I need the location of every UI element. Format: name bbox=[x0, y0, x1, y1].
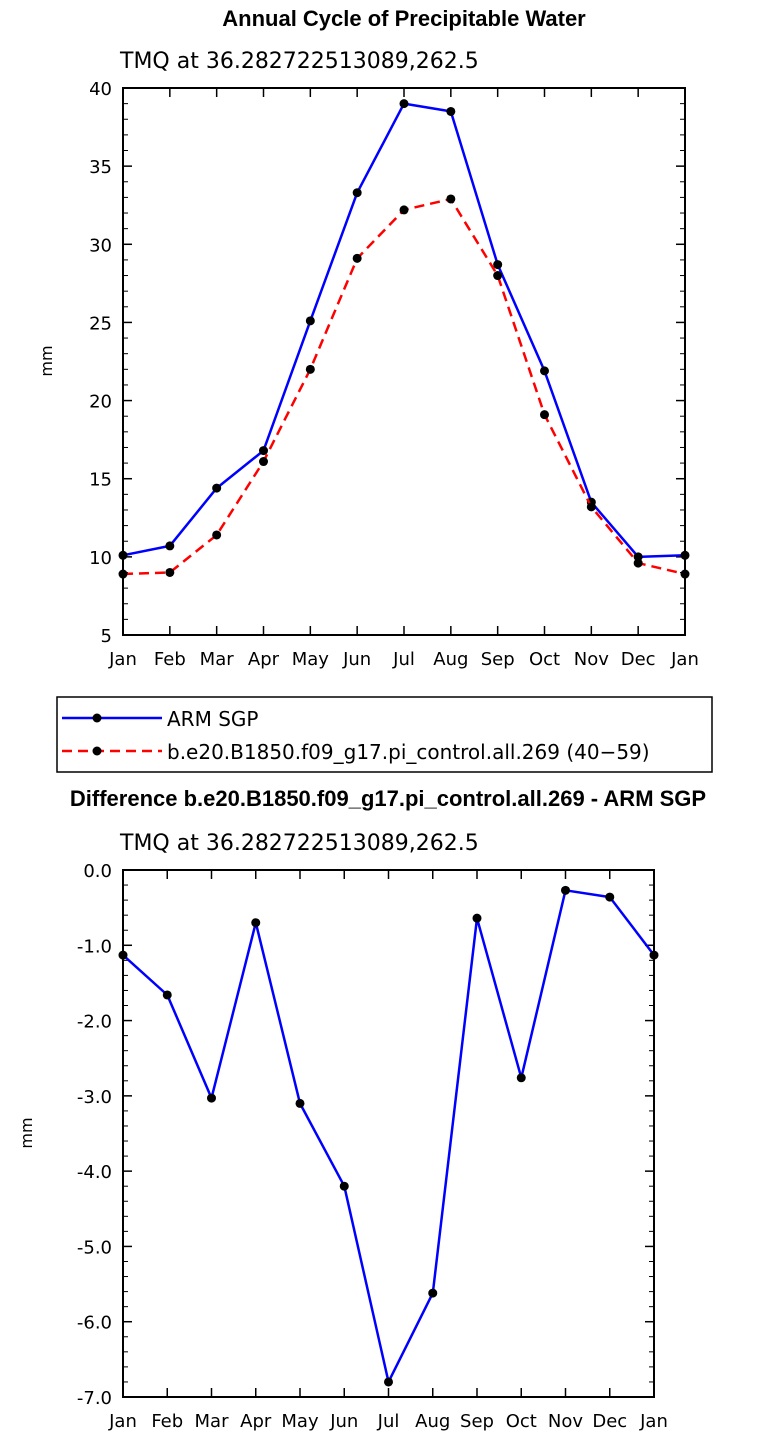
data-point bbox=[446, 194, 456, 204]
x-tick-label: Sep bbox=[481, 649, 515, 670]
data-point bbox=[305, 364, 315, 374]
x-tick-label: Jan bbox=[108, 1411, 137, 1432]
chart1-title: Annual Cycle of Precipitable Water bbox=[222, 6, 586, 31]
data-point bbox=[384, 1377, 393, 1387]
series-line-0 bbox=[122, 102, 686, 559]
y-tick-label: 35 bbox=[89, 157, 112, 178]
x-tick-label: Dec bbox=[592, 1411, 627, 1432]
annual-cycle-chart: Annual Cycle of Precipitable Water TMQ a… bbox=[37, 6, 699, 670]
x-tick-label: Apr bbox=[248, 649, 280, 670]
y-tick-label: -6.0 bbox=[77, 1313, 112, 1334]
x-tick-label: May bbox=[281, 1411, 319, 1432]
data-point bbox=[586, 502, 596, 512]
y-tick-label: -5.0 bbox=[77, 1237, 112, 1258]
x-tick-label: Feb bbox=[154, 649, 186, 670]
x-tick-label: Jan bbox=[670, 649, 699, 670]
y-tick-label: -7.0 bbox=[77, 1388, 112, 1409]
x-tick-label: Dec bbox=[621, 649, 656, 670]
data-point bbox=[212, 530, 222, 540]
x-tick-label: Jan bbox=[639, 1411, 668, 1432]
y-tick-label: 15 bbox=[89, 470, 112, 491]
y-tick-label: 25 bbox=[89, 313, 112, 334]
x-tick-label: Mar bbox=[200, 649, 235, 670]
chart1-legend: ARM SGP b.e20.B1850.f09_g17.pi_control.a… bbox=[56, 696, 713, 773]
y-tick-label: -1.0 bbox=[77, 936, 112, 957]
chart1-plot-frame bbox=[122, 87, 686, 636]
data-point bbox=[259, 446, 268, 456]
legend-box bbox=[56, 696, 713, 773]
x-tick-label: Jun bbox=[329, 1411, 358, 1432]
chart1-subtitle: TMQ at 36.282722513089,262.5 bbox=[119, 49, 479, 74]
y-tick-label: 40 bbox=[89, 79, 112, 100]
series-line-0 bbox=[122, 889, 655, 1384]
legend-model-marker bbox=[92, 746, 102, 756]
chart2-ylabel: mm bbox=[17, 1117, 36, 1148]
data-point bbox=[540, 366, 549, 376]
legend-label-arm: ARM SGP bbox=[167, 707, 258, 731]
chart1-ylabel: mm bbox=[37, 345, 56, 376]
y-tick-label: 10 bbox=[89, 548, 112, 569]
x-tick-label: Nov bbox=[574, 649, 609, 670]
x-tick-label: Aug bbox=[415, 1411, 450, 1432]
data-point bbox=[446, 106, 456, 116]
x-tick-label: Nov bbox=[548, 1411, 583, 1432]
series-line-1 bbox=[122, 197, 686, 576]
legend-label-model: b.e20.B1850.f09_g17.pi_control.all.269 (… bbox=[167, 740, 650, 764]
difference-chart: Difference b.e20.B1850.f09_g17.pi_contro… bbox=[17, 786, 706, 1432]
x-tick-label: May bbox=[292, 649, 330, 670]
data-point bbox=[399, 205, 409, 215]
data-point bbox=[207, 1093, 216, 1103]
data-point bbox=[516, 1073, 526, 1083]
data-point bbox=[633, 552, 643, 562]
data-point bbox=[165, 541, 175, 551]
data-point bbox=[165, 567, 175, 577]
data-point bbox=[352, 188, 362, 198]
data-point bbox=[295, 1098, 305, 1108]
data-point bbox=[339, 1181, 349, 1191]
x-tick-label: Mar bbox=[195, 1411, 230, 1432]
data-point bbox=[605, 892, 615, 902]
data-point bbox=[212, 483, 222, 493]
data-point bbox=[428, 1288, 438, 1298]
x-tick-label: Jul bbox=[377, 1411, 400, 1432]
x-tick-label: Jun bbox=[342, 649, 371, 670]
y-tick-label: 30 bbox=[89, 235, 112, 256]
data-point bbox=[472, 913, 482, 923]
data-point bbox=[493, 260, 503, 270]
data-point bbox=[561, 885, 570, 895]
x-tick-label: Apr bbox=[240, 1411, 272, 1432]
y-tick-label: 20 bbox=[89, 392, 112, 413]
data-point bbox=[352, 253, 362, 263]
legend-arm-marker bbox=[92, 713, 102, 723]
data-point bbox=[493, 271, 503, 281]
x-tick-label: Jan bbox=[108, 649, 137, 670]
data-point bbox=[251, 918, 261, 928]
data-point bbox=[399, 99, 409, 109]
data-point bbox=[259, 457, 268, 467]
x-tick-label: Oct bbox=[529, 649, 560, 670]
data-point bbox=[162, 990, 172, 1000]
x-tick-label: Aug bbox=[433, 649, 468, 670]
chart2-subtitle: TMQ at 36.282722513089,262.5 bbox=[119, 831, 479, 856]
data-point bbox=[633, 558, 643, 568]
data-point bbox=[305, 316, 315, 326]
x-tick-label: Jul bbox=[392, 649, 415, 670]
chart2-plot-frame bbox=[122, 869, 655, 1398]
data-point bbox=[540, 410, 549, 420]
chart2-title: Difference b.e20.B1850.f09_g17.pi_contro… bbox=[70, 786, 706, 811]
y-tick-label: -2.0 bbox=[77, 1012, 112, 1033]
x-tick-label: Feb bbox=[151, 1411, 183, 1432]
y-tick-label: 0.0 bbox=[83, 861, 112, 882]
y-tick-label: 5 bbox=[101, 626, 112, 647]
x-tick-label: Oct bbox=[506, 1411, 537, 1432]
x-tick-label: Sep bbox=[460, 1411, 494, 1432]
y-tick-label: -4.0 bbox=[77, 1162, 112, 1183]
y-tick-label: -3.0 bbox=[77, 1087, 112, 1108]
